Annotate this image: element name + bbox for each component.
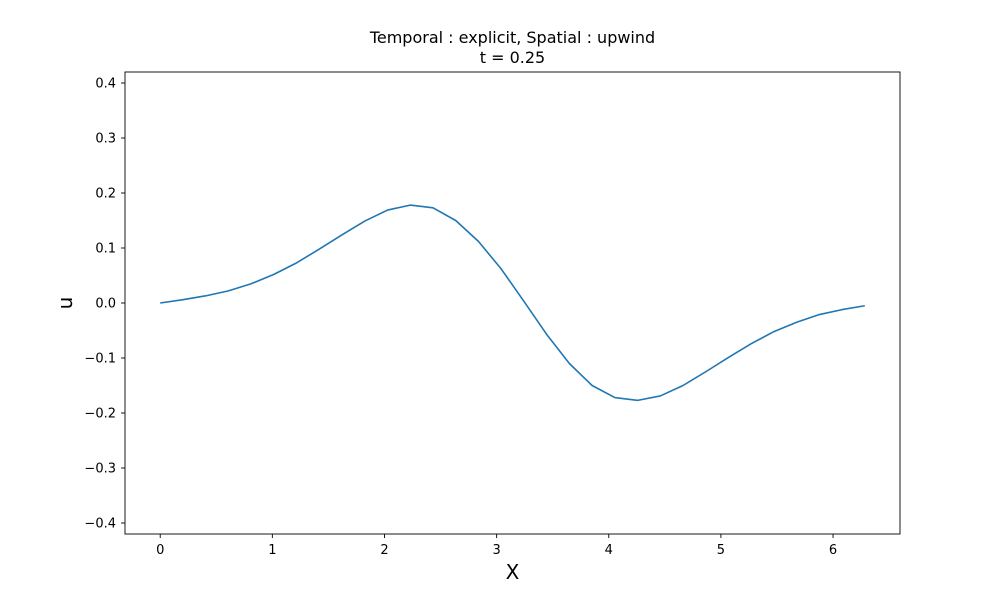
y-tick-label: −0.2 [84, 407, 116, 422]
x-tick-label: 2 [380, 543, 388, 558]
x-tick-label: 4 [605, 543, 613, 558]
y-tick-label: 0.4 [95, 77, 116, 92]
x-tick-label: 3 [492, 543, 500, 558]
axis-ticks: 0 1 2 3 4 5 6 0.4 0.3 0.2 0.1 0.0 −0.1 −0.2 −0.3 −0.4 [84, 77, 837, 559]
y-axis-label: u [53, 297, 77, 310]
y-tick-label: −0.3 [84, 462, 116, 477]
chart-title: Temporal : explicit, Spatial : upwind [369, 28, 655, 47]
y-tick-label: 0.1 [95, 242, 116, 257]
x-tick-label: 0 [156, 543, 164, 558]
x-tick-label: 1 [268, 543, 276, 558]
series-line [160, 204, 865, 402]
y-tick-label: 0.0 [95, 297, 116, 312]
x-tick-label: 6 [829, 543, 837, 558]
y-tick-label: −0.4 [84, 517, 116, 532]
y-tick-label: 0.2 [95, 187, 116, 202]
x-tick-label: 5 [717, 543, 725, 558]
chart-subtitle: t = 0.25 [480, 48, 545, 67]
y-tick-label: 0.3 [95, 132, 116, 147]
plot-area-frame [124, 71, 901, 535]
x-axis-label: X [506, 560, 520, 584]
y-tick-label: −0.1 [84, 352, 116, 367]
